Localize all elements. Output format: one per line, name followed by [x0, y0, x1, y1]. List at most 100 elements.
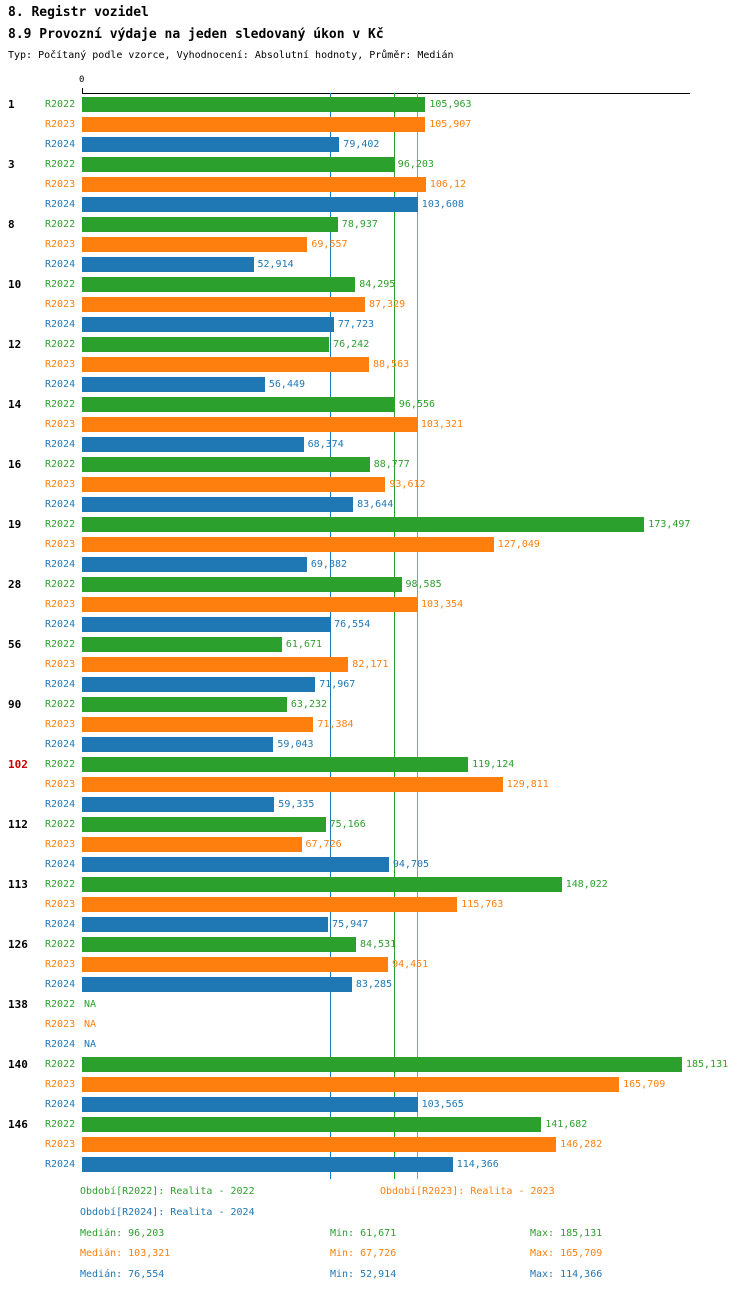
bar-r2022	[82, 817, 326, 832]
median-reference-line-r2024	[330, 93, 332, 1179]
value-label: 93,612	[389, 479, 426, 490]
series-label: R2022	[45, 939, 76, 950]
series-label: R2022	[45, 639, 76, 650]
value-label: 105,907	[429, 119, 472, 130]
bar-r2023	[82, 657, 349, 672]
series-label: R2024	[45, 739, 76, 750]
series-label: R2024	[45, 1159, 76, 1170]
value-label: 71,967	[319, 679, 356, 690]
category-label: 19	[8, 518, 22, 531]
value-label: 119,124	[472, 759, 515, 770]
value-label: 94,451	[392, 959, 429, 970]
legend-r2023: Období[R2023]: Realita - 2023	[380, 1186, 555, 1197]
value-label: 127,049	[497, 539, 540, 550]
category-label: 3	[8, 158, 15, 171]
bar-r2023	[82, 897, 458, 912]
bar-r2023	[82, 417, 417, 432]
bar-r2023	[82, 177, 426, 192]
series-label: R2022	[45, 519, 76, 530]
value-label: 106,12	[429, 179, 467, 190]
value-label: 84,295	[359, 279, 396, 290]
bar-r2022	[82, 937, 356, 952]
stat-max-r2022: Max: 185,131	[530, 1228, 603, 1239]
category-label: 14	[8, 398, 22, 411]
series-label: R2023	[45, 659, 76, 670]
bar-r2024	[82, 137, 340, 152]
value-label: 103,354	[421, 599, 464, 610]
value-label: 83,285	[355, 979, 393, 990]
legend-r2024: Období[R2024]: Realita - 2024	[80, 1207, 255, 1218]
median-reference-line-r2022	[393, 93, 395, 1179]
category-label: 90	[8, 698, 22, 711]
series-label: R2023	[45, 179, 76, 190]
series-label: R2022	[45, 579, 76, 590]
bar-r2022	[82, 577, 402, 592]
value-label: 94,705	[392, 859, 430, 870]
bar-r2022	[82, 877, 562, 892]
value-label: 69,382	[310, 559, 348, 570]
bar-r2023	[82, 537, 494, 552]
value-label: 61,671	[285, 639, 323, 650]
bar-r2024	[82, 617, 331, 632]
value-label: 148,022	[565, 879, 608, 890]
series-label: R2022	[45, 759, 76, 770]
series-label: R2023	[45, 719, 76, 730]
value-label: 76,554	[334, 619, 371, 630]
bar-r2024	[82, 797, 275, 812]
stat-median-r2022: Medián: 96,203	[80, 1228, 165, 1239]
series-label: R2023	[45, 359, 76, 370]
series-label: R2024	[45, 319, 76, 330]
na-value-label: NA	[84, 999, 97, 1010]
bar-r2024	[82, 437, 304, 452]
category-label: 113	[8, 878, 28, 891]
value-label: 75,947	[332, 919, 369, 930]
value-label: 84,531	[360, 939, 397, 950]
bar-r2023	[82, 477, 386, 492]
category-label: 16	[8, 458, 22, 471]
value-label: 98,585	[405, 579, 442, 590]
bar-r2023	[82, 777, 503, 792]
series-label: R2023	[45, 599, 76, 610]
stat-median-r2023: Medián: 103,321	[80, 1248, 171, 1259]
stat-min-r2024: Min: 52,914	[330, 1269, 397, 1280]
category-label: 8	[8, 218, 15, 231]
value-label: 114,366	[456, 1159, 499, 1170]
series-label: R2024	[45, 379, 76, 390]
bar-r2024	[82, 1157, 453, 1172]
value-label: 141,682	[545, 1119, 588, 1130]
category-label: 56	[8, 638, 22, 651]
series-label: R2022	[45, 339, 76, 350]
bar-r2024	[82, 197, 418, 212]
value-label: 63,232	[290, 699, 328, 710]
series-label: R2022	[45, 879, 76, 890]
series-label: R2024	[45, 1099, 76, 1110]
category-label: 10	[8, 278, 22, 291]
series-label: R2024	[45, 139, 76, 150]
value-label: 103,608	[421, 199, 464, 210]
value-label: 59,043	[277, 739, 314, 750]
series-label: R2023	[45, 779, 76, 790]
series-label: R2023	[45, 479, 76, 490]
series-label: R2024	[45, 679, 76, 690]
value-label: 68,374	[307, 439, 344, 450]
series-label: R2024	[45, 979, 76, 990]
bar-r2023	[82, 297, 365, 312]
bar-r2023	[82, 1137, 557, 1152]
series-label: R2024	[45, 199, 76, 210]
bar-r2022	[82, 397, 395, 412]
category-label: 140	[8, 1058, 28, 1071]
series-label: R2022	[45, 1119, 76, 1130]
value-label: 82,171	[352, 659, 389, 670]
category-label: 112	[8, 818, 28, 831]
series-label: R2022	[45, 219, 76, 230]
bar-r2024	[82, 917, 329, 932]
series-label: R2022	[45, 399, 76, 410]
stat-min-r2023: Min: 67,726	[330, 1248, 397, 1259]
series-label: R2023	[45, 119, 76, 130]
series-label: R2023	[45, 1079, 76, 1090]
series-label: R2022	[45, 999, 76, 1010]
bar-r2024	[82, 377, 265, 392]
series-label: R2022	[45, 99, 76, 110]
bar-r2023	[82, 117, 426, 132]
